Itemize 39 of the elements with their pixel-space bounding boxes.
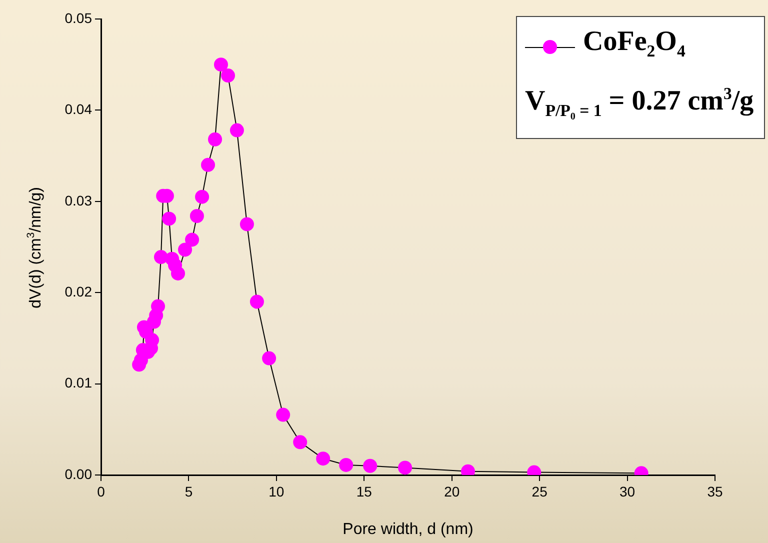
point (293, 435, 308, 450)
point (262, 351, 276, 366)
x-tick-label: 15 (356, 483, 372, 500)
point (276, 408, 290, 422)
point (171, 266, 186, 280)
point (185, 232, 200, 247)
point (214, 58, 228, 72)
x-tick-label: 35 (707, 483, 723, 500)
x-tick-label: 5 (184, 483, 193, 500)
point (151, 299, 166, 314)
point (178, 242, 192, 257)
point (162, 212, 176, 226)
point (195, 190, 210, 204)
point (339, 458, 354, 472)
point (208, 132, 222, 146)
y-tick-label: 0.01 (64, 374, 92, 391)
y-tick-label: 0.05 (64, 10, 92, 26)
legend-label: CoFe$_{2}$O$_{4}$ (583, 25, 686, 63)
point (201, 158, 216, 172)
point (221, 68, 236, 83)
x-tick-label: 30 (619, 483, 636, 500)
x-tick-label: 20 (444, 483, 460, 500)
point (190, 208, 204, 223)
y-tick-label: 0.04 (64, 101, 92, 118)
x-tick-label: 0 (97, 483, 106, 500)
annotation: V$_{P/P₀ = 1}$ = 0.27 cm$^{3}$/g (525, 82, 754, 122)
y-tick-label: 0.02 (64, 283, 92, 300)
y-tick-label: 0.00 (64, 466, 92, 482)
x-axis-title: Pore width, d (nm) (342, 520, 474, 538)
x-tick-label: 10 (268, 483, 284, 500)
point (363, 458, 378, 473)
point (230, 123, 244, 138)
x-tick-label: 25 (532, 483, 548, 500)
point (250, 294, 264, 309)
point (154, 250, 168, 264)
y-tick-label: 0.03 (64, 192, 92, 208)
point (240, 217, 254, 232)
point (316, 452, 330, 466)
point (398, 460, 412, 475)
